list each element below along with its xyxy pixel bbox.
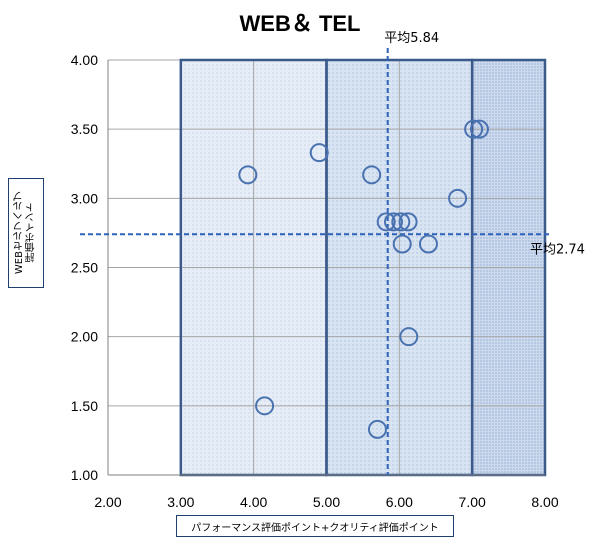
x-axis-label-box: パフォーマンス評価ポイント+クオリティ評価ポイント (176, 515, 454, 537)
y-axis-label-box: WEBセルフヘルプ 評価ポイント (8, 178, 44, 288)
data-point (418, 234, 438, 254)
chart-title: WEB＆ TEL (239, 11, 361, 36)
data-point (391, 212, 411, 232)
y-tick-label: 3.00 (71, 190, 98, 206)
x-tick-label: 7.00 (459, 494, 486, 510)
y-tick-label: 1.50 (71, 398, 98, 414)
x-tick-label: 3.00 (167, 494, 194, 510)
data-point (309, 143, 329, 163)
x-tick-label: 6.00 (386, 494, 413, 510)
data-point (384, 212, 404, 232)
x-tick-label: 4.00 (240, 494, 267, 510)
data-point (448, 188, 468, 208)
data-point (367, 419, 387, 439)
data-point (469, 119, 489, 139)
y-tick-label: 2.50 (71, 260, 98, 276)
x-tick-label: 5.00 (313, 494, 340, 510)
x-tick-label: 8.00 (531, 494, 558, 510)
data-point (238, 165, 258, 185)
data-point (255, 396, 275, 416)
x-axis-label: パフォーマンス評価ポイント+クオリティ評価ポイント (191, 522, 439, 534)
data-point (376, 212, 396, 232)
data-point (398, 212, 418, 232)
y-tick-label: 3.50 (71, 121, 98, 137)
average-x-label: 平均5.84 (384, 31, 439, 46)
data-point (399, 327, 419, 347)
y-tick-label: 2.00 (71, 329, 98, 345)
data-point (392, 234, 412, 254)
average-y-label: 平均2.74 (530, 242, 585, 257)
y-axis-label: WEBセルフヘルプ 評価ポイント (14, 191, 37, 275)
x-tick-label: 2.00 (94, 494, 121, 510)
data-point (362, 165, 382, 185)
y-tick-label: 1.00 (71, 467, 98, 483)
y-tick-label: 4.00 (71, 52, 98, 68)
data-point (464, 119, 484, 139)
